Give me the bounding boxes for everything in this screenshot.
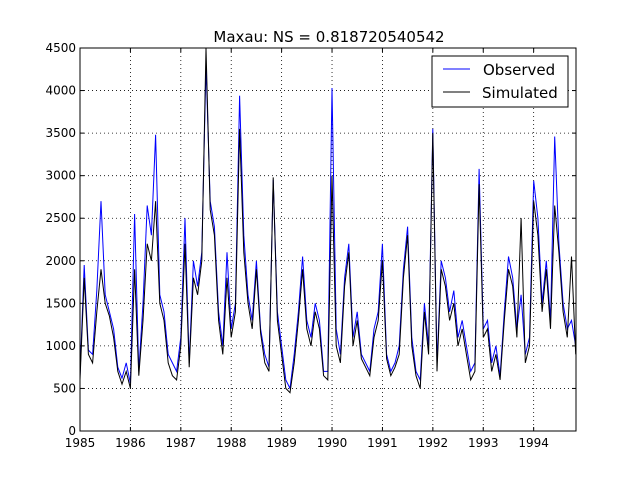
x-tick-label: 1992 xyxy=(418,436,449,450)
y-tick-label: 500 xyxy=(53,381,76,395)
x-tick-label: 1987 xyxy=(166,436,197,450)
plot-frame xyxy=(79,47,577,432)
x-tick-label: 1994 xyxy=(518,436,549,450)
y-tick-label: 2500 xyxy=(45,211,76,225)
y-tick-label: 3000 xyxy=(45,169,76,183)
legend-label-observed: Observed xyxy=(483,61,555,79)
x-tick-label: 1989 xyxy=(266,436,297,450)
x-tick-label: 1986 xyxy=(115,436,146,450)
y-tick-label: 2000 xyxy=(45,254,76,268)
x-tick-label: 1991 xyxy=(367,436,398,450)
y-tick-label: 4000 xyxy=(45,84,76,98)
series-lines xyxy=(79,47,577,394)
legend: Observed Simulated xyxy=(431,55,569,108)
y-tick-label: 4500 xyxy=(45,41,76,55)
y-tick-label: 0 xyxy=(68,424,76,438)
x-tick-label: 1993 xyxy=(468,436,499,450)
legend-box xyxy=(431,55,569,108)
x-tick-label: 1985 xyxy=(65,436,96,450)
y-tick-label: 1000 xyxy=(45,339,76,353)
y-tick-label: 3500 xyxy=(45,126,76,140)
x-tick-label: 1990 xyxy=(317,436,348,450)
axis-ticks: 1985 1986 1987 1988 1989 1990 1991 1992 1993 1994… xyxy=(45,41,576,450)
x-tick-label: 1988 xyxy=(216,436,247,450)
series-line-observed xyxy=(79,64,577,391)
series-line-simulated xyxy=(79,47,577,394)
y-tick-label: 1500 xyxy=(45,296,76,310)
legend-label-simulated: Simulated xyxy=(482,84,558,102)
chart-title: Maxau: NS = 0.818720540542 xyxy=(213,28,444,46)
